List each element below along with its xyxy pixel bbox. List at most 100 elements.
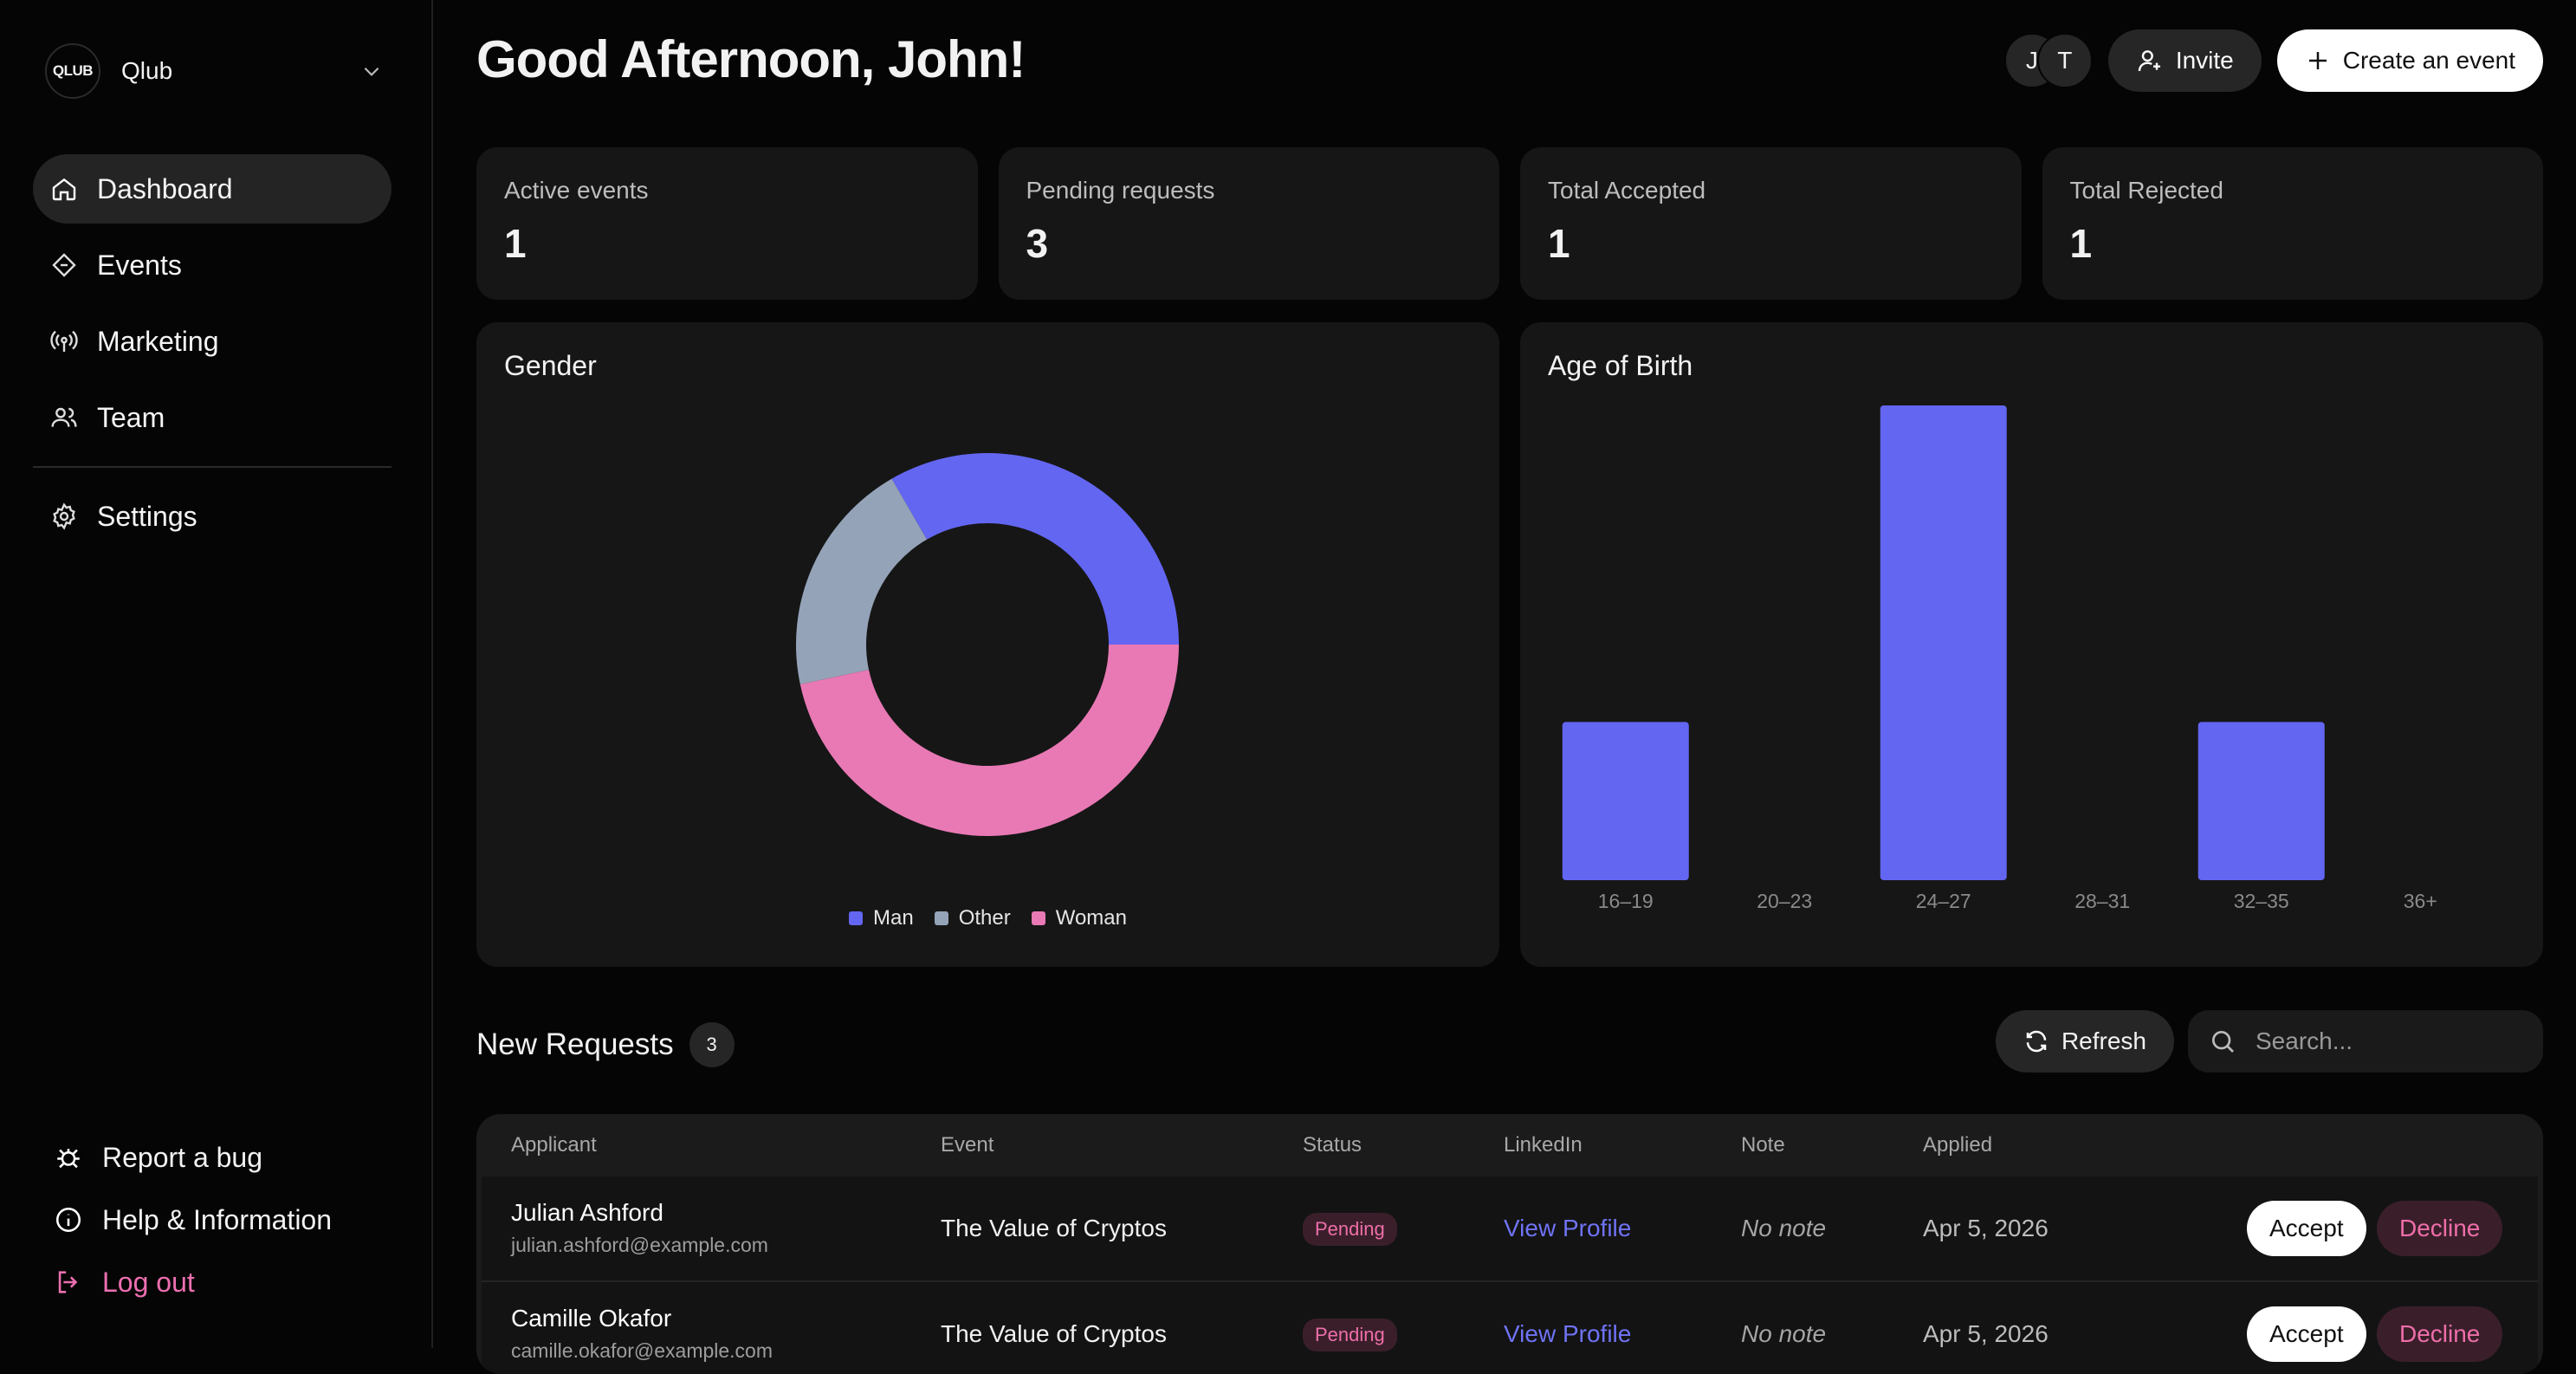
applicant-cell: Julian Ashford julian.ashford@example.co… [511,1199,768,1257]
sidebar-item-label: Settings [97,500,197,532]
note-cell: No note [1741,1215,1827,1241]
decline-button[interactable]: Decline [2377,1306,2503,1362]
legend-label: Man [873,906,914,930]
applicant-name: Julian Ashford [511,1199,663,1226]
report-bug-link[interactable]: Report a bug [54,1126,332,1189]
age-bar-chart: 16–19 20–23 24–27 28–31 32–35 36+ [1562,405,2437,912]
legend-swatch [849,911,863,925]
ticket-icon [52,253,76,277]
stat-value: 1 [504,221,527,266]
table-header: Applicant Event Status LinkedIn Note App… [476,1114,2543,1176]
legend-swatch [934,911,948,925]
info-icon [55,1207,81,1233]
column-header: Applicant [511,1133,597,1157]
sidebar-item-label: Dashboard [97,172,233,204]
search-icon [2212,1031,2234,1053]
create-event-button[interactable]: Create an event [2276,29,2543,92]
users-icon [51,407,77,427]
sidebar-footer: Report a bug Help & Information Log out [54,1126,332,1313]
refresh-button[interactable]: Refresh [1995,1010,2174,1073]
plus-icon [2308,52,2327,69]
help-label: Help & Information [102,1203,333,1235]
linkedin-link[interactable]: View Profile [1504,1320,1632,1347]
stat-label: Total Accepted [1548,177,1706,204]
header-actions: J T Invite Create an event [2003,29,2543,92]
stat-value: 3 [1026,221,1049,266]
stat-value: 1 [2069,221,2093,266]
invite-label: Invite [2175,47,2234,74]
stat-card-active-events: Active events 1 [476,147,978,300]
stat-card-total-accepted: Total Accepted 1 [1520,147,2022,300]
brand-logo: QLUB [45,43,100,99]
workspace-switcher[interactable]: QLUB Qlub [45,43,383,99]
sidebar-item-events[interactable]: Events [33,230,392,300]
x-tick-label: 28–31 [2074,890,2130,912]
event-cell: The Value of Cryptos [941,1320,1167,1347]
donut-slice-man [891,453,1179,645]
sidebar-item-marketing[interactable]: Marketing [33,307,392,376]
applicant-email: julian.ashford@example.com [511,1234,768,1256]
applicant-name: Camille Okafor [511,1305,672,1332]
sidebar-item-label: Events [97,249,182,281]
search-input[interactable] [2256,1027,2515,1055]
applicant-email: camille.okafor@example.com [511,1339,773,1362]
linkedin-link[interactable]: View Profile [1504,1215,1632,1241]
requests-header: New Requests 3 Refresh [476,1010,2543,1073]
bar-0 [1562,722,1689,880]
legend-item: Man [849,906,914,930]
x-tick-label: 16–19 [1598,890,1654,912]
legend-label: Woman [1055,906,1127,930]
stat-card-pending-requests: Pending requests 3 [998,147,1499,300]
column-header: Note [1741,1133,1785,1157]
accept-button[interactable]: Accept [2247,1201,2366,1256]
table-row: Camille Okafor camille.okafor@example.co… [482,1282,2538,1374]
legend-swatch [1031,911,1045,925]
decline-button[interactable]: Decline [2377,1201,2503,1256]
status-badge: Pending [1303,1319,1397,1351]
search-box[interactable] [2188,1010,2543,1073]
x-tick-label: 20–23 [1757,890,1812,912]
sidebar-item-label: Marketing [97,325,219,357]
requests-title: New Requests [476,1027,674,1061]
bar-2 [1880,405,2007,880]
sidebar-item-label: Team [97,401,165,433]
count-badge: 3 [689,1022,735,1067]
column-header: Event [941,1133,994,1157]
gender-donut-chart [796,453,1179,837]
avatar[interactable]: T [2036,33,2093,88]
applied-date: Apr 5, 2026 [1923,1215,2049,1241]
stat-card-total-rejected: Total Rejected 1 [2042,147,2543,300]
note-cell: No note [1741,1320,1827,1347]
refresh-label: Refresh [2061,1027,2146,1054]
logout-link[interactable]: Log out [54,1251,332,1313]
accept-button[interactable]: Accept [2247,1306,2366,1362]
chart-title: Gender [504,350,597,381]
donut-slice-other [796,478,927,684]
invite-button[interactable]: Invite [2107,29,2262,92]
bug-icon [57,1149,80,1169]
brand-name: Qlub [121,57,173,84]
donut-slice-woman [799,645,1179,837]
table-row: Julian Ashford julian.ashford@example.co… [482,1176,2538,1282]
stat-value: 1 [1548,221,1570,266]
refresh-icon [2026,1030,2047,1053]
applied-date: Apr 5, 2026 [1923,1320,2049,1347]
column-header: Status [1303,1133,1362,1157]
help-link[interactable]: Help & Information [54,1189,332,1251]
sidebar-item-settings[interactable]: Settings [33,482,392,551]
column-header: LinkedIn [1504,1133,1582,1157]
age-chart-card: Age of Birth 16–19 20–23 24–27 28–31 32–35 36… [1520,322,2543,967]
sidebar-item-team[interactable]: Team [33,383,392,452]
avatar-group[interactable]: J T [2003,33,2093,88]
stat-label: Pending requests [1026,177,1215,204]
nav-divider [33,466,392,468]
bar-4 [2197,722,2325,880]
report-bug-label: Report a bug [102,1141,263,1173]
legend-item: Woman [1031,906,1127,930]
sidebar-item-dashboard[interactable]: Dashboard [33,154,392,224]
create-event-label: Create an event [2342,47,2515,74]
chart-legend: Man Other Woman [476,906,1499,930]
legend-label: Other [958,906,1011,930]
x-tick-label: 36+ [2404,890,2437,912]
applicant-cell: Camille Okafor camille.okafor@example.co… [511,1305,773,1363]
